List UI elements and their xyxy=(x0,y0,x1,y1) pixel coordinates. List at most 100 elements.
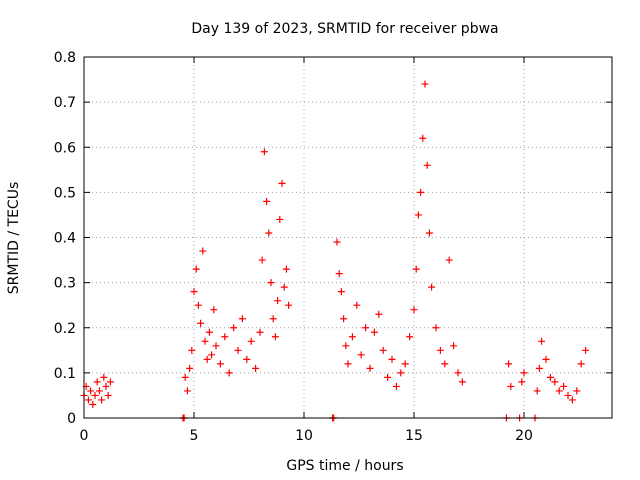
data-point xyxy=(432,324,440,332)
data-point xyxy=(454,369,462,377)
data-point xyxy=(414,211,422,219)
data-point xyxy=(458,378,466,386)
data-point xyxy=(421,80,429,88)
data-point xyxy=(417,188,425,196)
grid-layer xyxy=(84,57,612,418)
axis-layer: 0 0.1 0.2 0.3 0.4 0.5 0.6 0.7 0.8 0 5 10 15 20 xyxy=(54,50,612,444)
data-point xyxy=(410,306,418,314)
data-point xyxy=(278,179,286,187)
data-point xyxy=(280,283,288,291)
data-point xyxy=(384,373,392,381)
data-point xyxy=(362,324,370,332)
data-point xyxy=(282,265,290,273)
data-point xyxy=(84,396,92,404)
data-point xyxy=(93,378,101,386)
data-point xyxy=(379,346,387,354)
data-point xyxy=(392,382,400,390)
y-tick-label: 0 xyxy=(67,411,76,427)
data-point xyxy=(340,315,348,323)
plot-frame xyxy=(83,56,613,419)
points-layer xyxy=(80,80,590,422)
data-point xyxy=(201,337,209,345)
y-tick-label: 0.5 xyxy=(54,185,76,201)
data-point xyxy=(582,346,590,354)
data-point xyxy=(197,319,205,327)
data-point xyxy=(344,360,352,368)
data-point xyxy=(388,355,396,363)
data-point xyxy=(276,215,284,223)
data-point xyxy=(190,288,198,296)
data-point xyxy=(263,197,271,205)
data-point xyxy=(265,229,273,237)
y-axis-label: SRMTID / TECUs xyxy=(6,182,22,295)
data-point xyxy=(186,364,194,372)
data-point xyxy=(221,333,229,341)
data-point xyxy=(555,387,563,395)
data-point xyxy=(285,301,293,309)
x-axis-label: GPS time / hours xyxy=(286,458,403,474)
data-point xyxy=(538,337,546,345)
data-point xyxy=(505,360,513,368)
data-point xyxy=(252,364,260,372)
data-point xyxy=(267,279,275,287)
data-point xyxy=(568,396,576,404)
data-point xyxy=(203,355,211,363)
y-tick-label: 0.3 xyxy=(54,276,76,292)
data-point xyxy=(441,360,449,368)
data-point xyxy=(183,387,191,395)
data-point xyxy=(194,301,202,309)
y-tick-label: 0.7 xyxy=(54,95,76,111)
y-tick-label: 0.6 xyxy=(54,140,76,156)
data-point xyxy=(419,134,427,142)
data-point xyxy=(425,229,433,237)
data-point xyxy=(333,238,341,246)
y-tick-label: 0.8 xyxy=(54,50,76,66)
data-point xyxy=(188,346,196,354)
data-point xyxy=(348,333,356,341)
data-point xyxy=(199,247,207,255)
x-tick-label: 0 xyxy=(80,428,89,444)
data-point xyxy=(247,337,255,345)
data-point xyxy=(436,346,444,354)
data-point xyxy=(573,387,581,395)
data-point xyxy=(216,360,224,368)
y-tick-label: 0.4 xyxy=(54,231,76,247)
data-point xyxy=(208,351,216,359)
data-point xyxy=(342,342,350,350)
data-point xyxy=(91,391,99,399)
data-point xyxy=(551,378,559,386)
y-tick-label: 0.1 xyxy=(54,366,76,382)
data-point xyxy=(210,306,218,314)
data-point xyxy=(87,387,95,395)
data-point xyxy=(353,301,361,309)
data-point xyxy=(260,148,268,156)
data-point xyxy=(274,297,282,305)
data-point xyxy=(370,328,378,336)
data-point xyxy=(98,396,106,404)
data-point xyxy=(520,369,528,377)
data-point xyxy=(106,378,114,386)
data-point xyxy=(535,364,543,372)
data-point xyxy=(225,369,233,377)
data-point xyxy=(102,382,110,390)
chart-title: Day 139 of 2023, SRMTID for receiver pbw… xyxy=(191,21,498,37)
data-point xyxy=(542,355,550,363)
data-point xyxy=(256,328,264,336)
y-tick-label: 0.2 xyxy=(54,321,76,337)
data-point xyxy=(89,400,97,408)
data-point xyxy=(445,256,453,264)
x-tick-label: 20 xyxy=(515,428,533,444)
data-point xyxy=(401,360,409,368)
data-point xyxy=(423,161,431,169)
x-tick-label: 15 xyxy=(405,428,423,444)
data-point xyxy=(337,288,345,296)
data-point xyxy=(95,387,103,395)
data-point xyxy=(104,391,112,399)
data-point xyxy=(335,270,343,278)
data-point xyxy=(518,378,526,386)
data-point xyxy=(192,265,200,273)
data-point xyxy=(234,346,242,354)
data-point xyxy=(546,373,554,381)
data-point xyxy=(271,333,279,341)
